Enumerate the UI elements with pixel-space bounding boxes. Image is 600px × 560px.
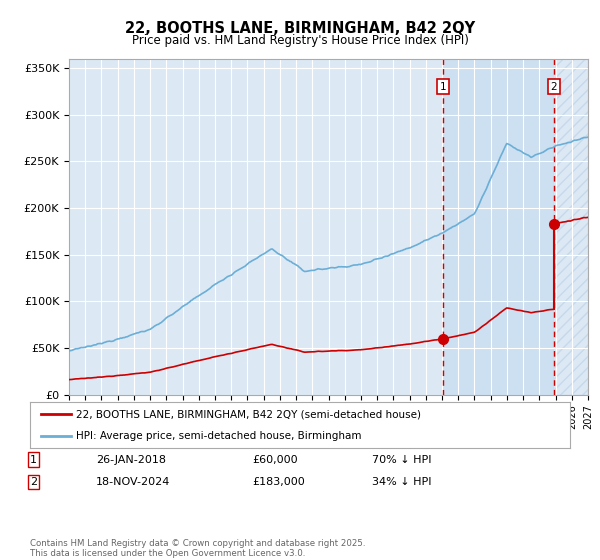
Text: 34% ↓ HPI: 34% ↓ HPI <box>372 477 431 487</box>
Text: Price paid vs. HM Land Registry's House Price Index (HPI): Price paid vs. HM Land Registry's House … <box>131 34 469 46</box>
Bar <box>554 59 588 395</box>
Text: HPI: Average price, semi-detached house, Birmingham: HPI: Average price, semi-detached house,… <box>76 431 361 441</box>
Text: 1: 1 <box>30 455 37 465</box>
Text: 70% ↓ HPI: 70% ↓ HPI <box>372 455 431 465</box>
Text: 22, BOOTHS LANE, BIRMINGHAM, B42 2QY: 22, BOOTHS LANE, BIRMINGHAM, B42 2QY <box>125 21 475 36</box>
Text: £60,000: £60,000 <box>252 455 298 465</box>
Text: 22, BOOTHS LANE, BIRMINGHAM, B42 2QY (semi-detached house): 22, BOOTHS LANE, BIRMINGHAM, B42 2QY (se… <box>76 409 421 419</box>
Text: 2: 2 <box>30 477 37 487</box>
Text: £183,000: £183,000 <box>252 477 305 487</box>
Text: 18-NOV-2024: 18-NOV-2024 <box>96 477 170 487</box>
Text: Contains HM Land Registry data © Crown copyright and database right 2025.
This d: Contains HM Land Registry data © Crown c… <box>30 539 365 558</box>
Text: 2: 2 <box>550 82 557 92</box>
Text: 26-JAN-2018: 26-JAN-2018 <box>96 455 166 465</box>
Text: 1: 1 <box>440 82 446 92</box>
Bar <box>443 59 554 395</box>
